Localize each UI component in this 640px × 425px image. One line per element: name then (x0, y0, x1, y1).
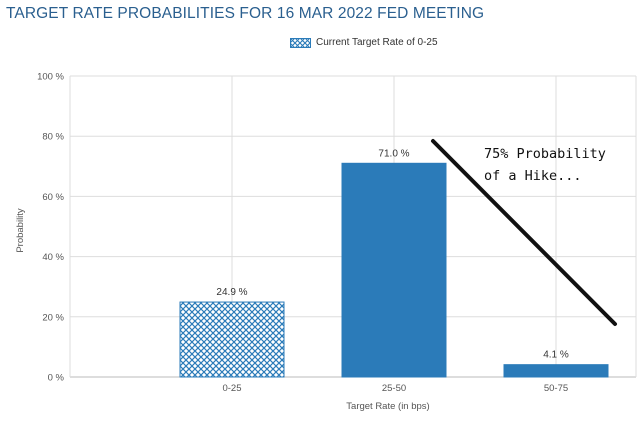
y-tick-label: 80 % (42, 132, 64, 143)
bar-0-25 (179, 301, 285, 378)
x-tick-label: 0-25 (222, 383, 241, 394)
bar-value-label: 24.9 % (216, 287, 247, 298)
x-axis-title: Target Rate (in bps) (346, 401, 429, 412)
y-axis-title: Probability (15, 208, 26, 253)
y-tick-label: 100 % (37, 72, 64, 83)
legend-swatch (290, 37, 311, 48)
y-tick-label: 60 % (42, 192, 64, 203)
annotation-text-line-2: of a Hike... (484, 168, 582, 184)
bar-value-label: 71.0 % (378, 148, 409, 159)
y-tick-label: 0 % (48, 373, 65, 384)
chart-title: TARGET RATE PROBABILITIES FOR 16 MAR 202… (6, 5, 485, 22)
annotation-text-line-1: 75% Probability (484, 146, 606, 162)
legend-label: Current Target Rate of 0-25 (316, 37, 438, 48)
annotation-line (431, 139, 617, 326)
y-tick-label: 40 % (42, 252, 64, 263)
legend: Current Target Rate of 0-25 (290, 37, 438, 48)
bar-25-50 (341, 162, 447, 378)
y-tick-label: 20 % (42, 312, 64, 323)
x-tick-label: 25-50 (382, 383, 406, 394)
bar-value-label: 4.1 % (543, 350, 569, 361)
x-tick-label: 50-75 (544, 383, 568, 394)
bar-50-75 (503, 364, 609, 378)
